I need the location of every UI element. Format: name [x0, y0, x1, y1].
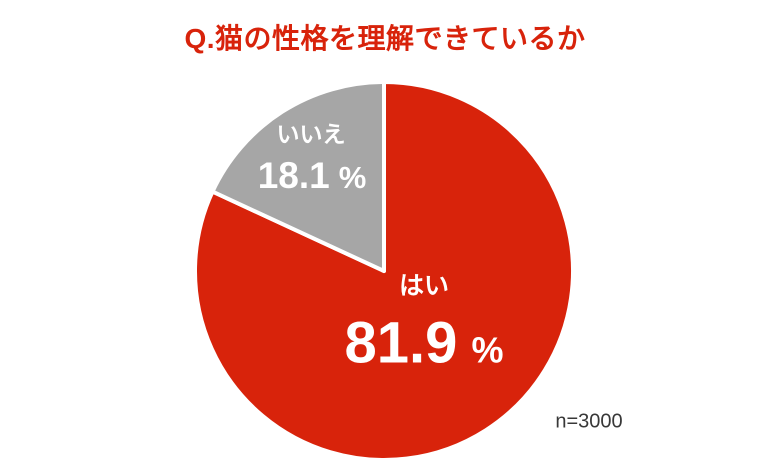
slice-label-yes: はい: [398, 272, 450, 300]
chart-title: Q.猫の性格を理解できているか: [184, 23, 586, 54]
slice-label-no: いいえ: [276, 121, 346, 147]
slice-value-yes-number: 81.9: [344, 310, 458, 376]
pie-slice-no: [210, 80, 386, 273]
slice-value-yes-unit: %: [471, 329, 504, 371]
slice-value-no-unit: %: [338, 160, 367, 195]
slice-value-yes: 81.9 %: [345, 310, 504, 377]
slice-value-no-number: 18.1: [257, 155, 330, 196]
slice-value-no: 18.1 %: [258, 155, 367, 197]
pie-chart: [193, 80, 576, 462]
sample-size-label: n=3000: [555, 410, 623, 433]
